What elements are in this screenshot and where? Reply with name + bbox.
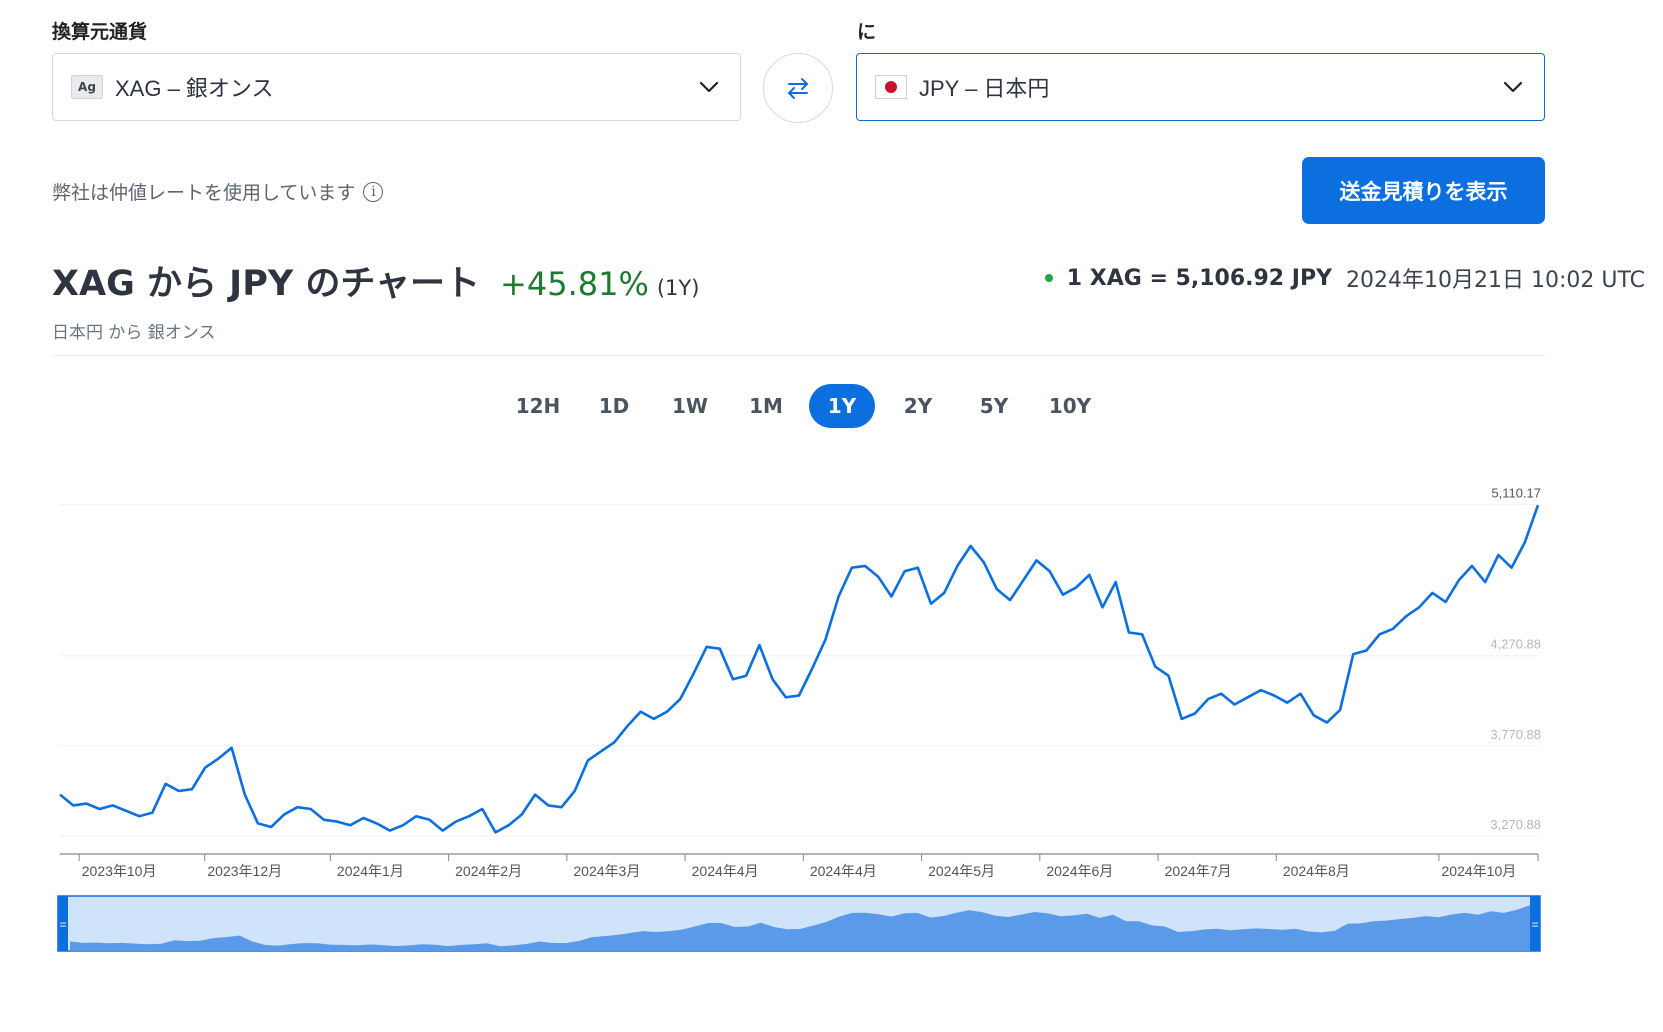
page-title: XAG から JPY のチャート [52, 264, 481, 304]
chevron-down-icon [1503, 81, 1523, 93]
to-currency-label: に [857, 21, 877, 43]
midrate-note: 弊社は仲値レートを使用しています i [52, 178, 384, 205]
swap-arrows-icon [788, 78, 808, 99]
divider [52, 355, 1545, 356]
x-tick-label: 2024年8月 [1283, 863, 1350, 879]
chart-subtitle: 日本円 から 銀オンス [52, 323, 216, 343]
y-tick-label: 5,110.17 [1491, 486, 1541, 501]
navigator-right-handle[interactable] [1530, 896, 1540, 951]
navigator-left-handle[interactable] [58, 896, 68, 951]
x-tick-label: 2024年6月 [1046, 863, 1113, 879]
x-axis: 2023年10月 2023年12月 2024年1月 2024年2月 2024年3月 202… [60, 853, 1539, 879]
to-currency-select[interactable]: JPY – 日本円 [856, 53, 1545, 121]
rate-pair: 1 XAG = 5,106.92 JPY [1066, 265, 1333, 291]
rate-timestamp: 2024年10月21日 10:02 UTC [1346, 268, 1645, 293]
tab-1m[interactable]: 1M [749, 394, 783, 418]
x-tick-label: 2024年5月 [928, 863, 995, 879]
rate-chart[interactable]: 5,110.17 4,270.88 3,770.88 3,270.88 2023年10… [0, 440, 1663, 960]
japan-flag-icon [875, 75, 907, 99]
tab-2y[interactable]: 2Y [903, 394, 933, 418]
x-tick-label: 2024年4月 [692, 863, 759, 879]
current-rate: 1 XAG = 5,106.92 JPY 2024年10月21日 10:02 U… [1044, 262, 1645, 294]
x-tick-label: 2023年12月 [207, 863, 282, 879]
x-tick-label: 2023年10月 [82, 863, 157, 879]
chart-title-row: XAG から JPY のチャート +45.81% (1Y) [52, 255, 699, 306]
x-tick-label: 2024年4月 [810, 863, 877, 879]
navigator-handle-grip: = [59, 918, 66, 932]
from-currency-label: 換算元通貨 [52, 21, 148, 43]
y-axis-labels: 5,110.17 4,270.88 3,770.88 3,270.88 [1490, 486, 1541, 832]
show-quote-button[interactable]: 送金見積りを表示 [1302, 157, 1545, 224]
navigator-handle-grip: = [1531, 918, 1538, 932]
range-navigator[interactable]: = = [57, 895, 1541, 952]
x-tick-label: 2024年1月 [337, 863, 404, 879]
x-tick-label: 2024年2月 [455, 863, 522, 879]
y-tick-label: 4,270.88 [1490, 637, 1541, 652]
rate-line [59, 504, 1540, 834]
info-icon[interactable]: i [363, 181, 384, 202]
navigator-area [70, 905, 1530, 951]
x-tick-label: 2024年3月 [573, 863, 640, 879]
change-period: (1Y) [656, 276, 700, 300]
to-currency-value: JPY – 日本円 [919, 76, 1050, 101]
midrate-note-text: 弊社は仲値レートを使用しています [52, 182, 356, 204]
tab-5y[interactable]: 5Y [979, 394, 1009, 418]
swap-currencies-button[interactable] [763, 53, 833, 123]
tab-1d[interactable]: 1D [598, 394, 630, 418]
x-tick-label: 2024年7月 [1165, 863, 1232, 879]
y-tick-label: 3,770.88 [1490, 727, 1541, 742]
silver-currency-badge: Ag [71, 75, 103, 99]
from-currency-value: XAG – 銀オンス [115, 76, 274, 101]
from-currency-select[interactable]: Ag XAG – 銀オンス [52, 53, 741, 121]
change-percent: +45.81% [500, 265, 649, 303]
tab-12h[interactable]: 12H [515, 394, 561, 418]
y-tick-label: 3,270.88 [1490, 817, 1541, 832]
chevron-down-icon [699, 81, 719, 93]
tab-10y[interactable]: 10Y [1048, 394, 1092, 418]
chart-grid [60, 504, 1538, 837]
tab-1y[interactable]: 1Y [809, 384, 875, 428]
x-tick-label: 2024年10月 [1442, 863, 1517, 879]
tab-1w[interactable]: 1W [672, 394, 708, 418]
live-status-dot [1044, 274, 1053, 282]
period-tabs: 12H 1D 1W 1M 1Y 2Y 5Y 10Y [500, 384, 1108, 428]
